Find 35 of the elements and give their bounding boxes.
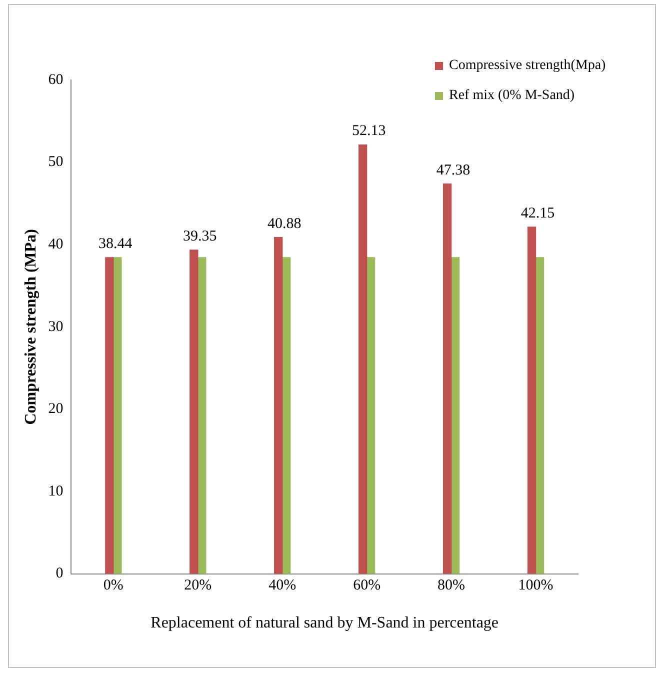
data-label: 52.13 [352, 123, 386, 140]
bar [442, 184, 452, 574]
bar [358, 144, 368, 574]
y-tick-label: 30 [48, 318, 64, 335]
y-tick-label: 50 [48, 154, 64, 170]
bar [113, 257, 122, 574]
x-tick-label: 40% [268, 578, 296, 594]
y-tick-label: 0 [56, 566, 64, 582]
bar [282, 257, 291, 574]
bar [105, 257, 114, 574]
bar [366, 257, 376, 574]
bar [527, 226, 536, 574]
bar [198, 257, 206, 574]
bar [535, 257, 544, 574]
legend-label: Ref mix (0% M-Sand) [449, 88, 575, 104]
bar [450, 257, 460, 574]
data-label: 47.38 [436, 162, 470, 178]
legend-label: Compressive strength(Mpa) [449, 58, 606, 74]
y-tick-label: 40 [48, 236, 64, 253]
y-tick-label: 20 [48, 401, 64, 418]
x-tick-label: 100% [518, 578, 554, 594]
x-tick-label: 0% [103, 578, 124, 594]
y-axis-title: Compressive strength (MPa) [22, 228, 40, 425]
x-axis-title: Replacement of natural sand by M-Sand in percentage [150, 614, 499, 632]
data-label: 38.44 [98, 236, 133, 252]
x-tick-label: 60% [353, 578, 381, 594]
y-tick-label: 60 [48, 72, 64, 88]
data-label: 40.88 [267, 216, 302, 232]
bar [190, 250, 198, 574]
data-label: 42.15 [520, 205, 555, 222]
y-tick-label: 10 [48, 483, 64, 500]
x-tick-label: 20% [184, 578, 212, 594]
bar [274, 237, 283, 574]
data-label: 39.35 [183, 228, 217, 244]
x-tick-label: 80% [438, 578, 466, 594]
